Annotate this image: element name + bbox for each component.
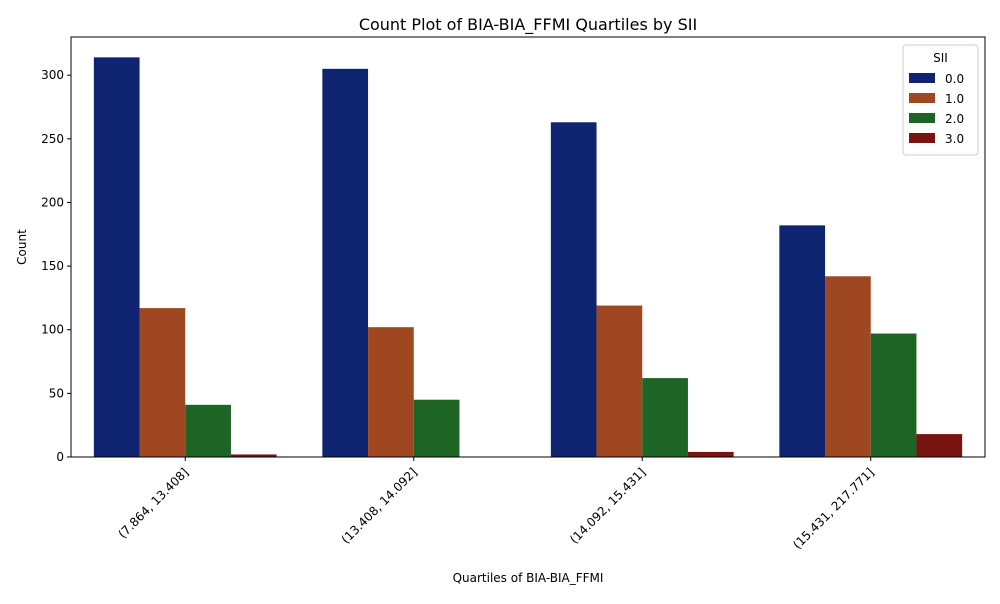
bar-sii-0-0 bbox=[322, 68, 369, 458]
chart-title: Count Plot of BIA-BIA_FFMI Quartiles by … bbox=[359, 15, 697, 35]
x-axis-label: Quartiles of BIA-BIA_FFMI bbox=[453, 571, 604, 585]
legend-label: 1.0 bbox=[945, 92, 964, 106]
bar-sii-2-0 bbox=[413, 399, 460, 457]
legend-swatch bbox=[909, 73, 935, 83]
y-tick-label: 300 bbox=[41, 68, 64, 82]
legend: SII 0.0 1.0 2.0 3.0 bbox=[902, 44, 979, 156]
legend-swatch bbox=[909, 93, 935, 103]
y-tick-label: 250 bbox=[41, 132, 64, 146]
bar-sii-3-0 bbox=[687, 451, 734, 457]
legend-swatch bbox=[909, 113, 935, 123]
bar-sii-1-0 bbox=[368, 327, 414, 457]
bar-sii-3-0 bbox=[916, 434, 963, 457]
y-axis: 0 50 100 150 200 250 300 bbox=[41, 68, 71, 464]
legend-label: 0.0 bbox=[945, 72, 964, 86]
x-tick-label: (13.408, 14.092] bbox=[339, 465, 420, 546]
legend-label: 2.0 bbox=[945, 112, 964, 126]
x-tick-label: (14.092, 15.431] bbox=[567, 465, 648, 546]
bar-sii-0-0 bbox=[550, 122, 597, 457]
bar-sii-2-0 bbox=[870, 333, 917, 457]
bar-sii-0-0 bbox=[779, 225, 826, 457]
y-tick-label: 150 bbox=[41, 259, 64, 273]
bar-sii-0-0 bbox=[93, 57, 140, 457]
x-tick-label: (7.864, 13.408] bbox=[115, 465, 191, 541]
bar-sii-1-0 bbox=[825, 276, 871, 457]
y-tick-label: 0 bbox=[56, 450, 64, 464]
y-axis-label: Count bbox=[15, 229, 29, 265]
plot-frame bbox=[70, 36, 986, 458]
legend-swatch bbox=[909, 133, 935, 143]
y-tick-label: 200 bbox=[41, 195, 64, 209]
y-tick-label: 50 bbox=[49, 386, 64, 400]
x-tick-label: (15.431, 217.771] bbox=[790, 465, 877, 552]
legend-box bbox=[902, 44, 979, 156]
bar-sii-1-0 bbox=[139, 308, 186, 457]
legend-title: SII bbox=[933, 51, 948, 65]
x-axis: (7.864, 13.408] (13.408, 14.092] (14.092, … bbox=[115, 457, 877, 552]
bar-sii-2-0 bbox=[185, 404, 231, 457]
bar-sii-2-0 bbox=[642, 378, 688, 457]
bars-group bbox=[93, 57, 963, 458]
legend-label: 3.0 bbox=[945, 132, 964, 146]
bar-sii-1-0 bbox=[596, 305, 643, 457]
bar-sii-3-0 bbox=[230, 454, 277, 457]
y-tick-label: 100 bbox=[41, 323, 64, 337]
